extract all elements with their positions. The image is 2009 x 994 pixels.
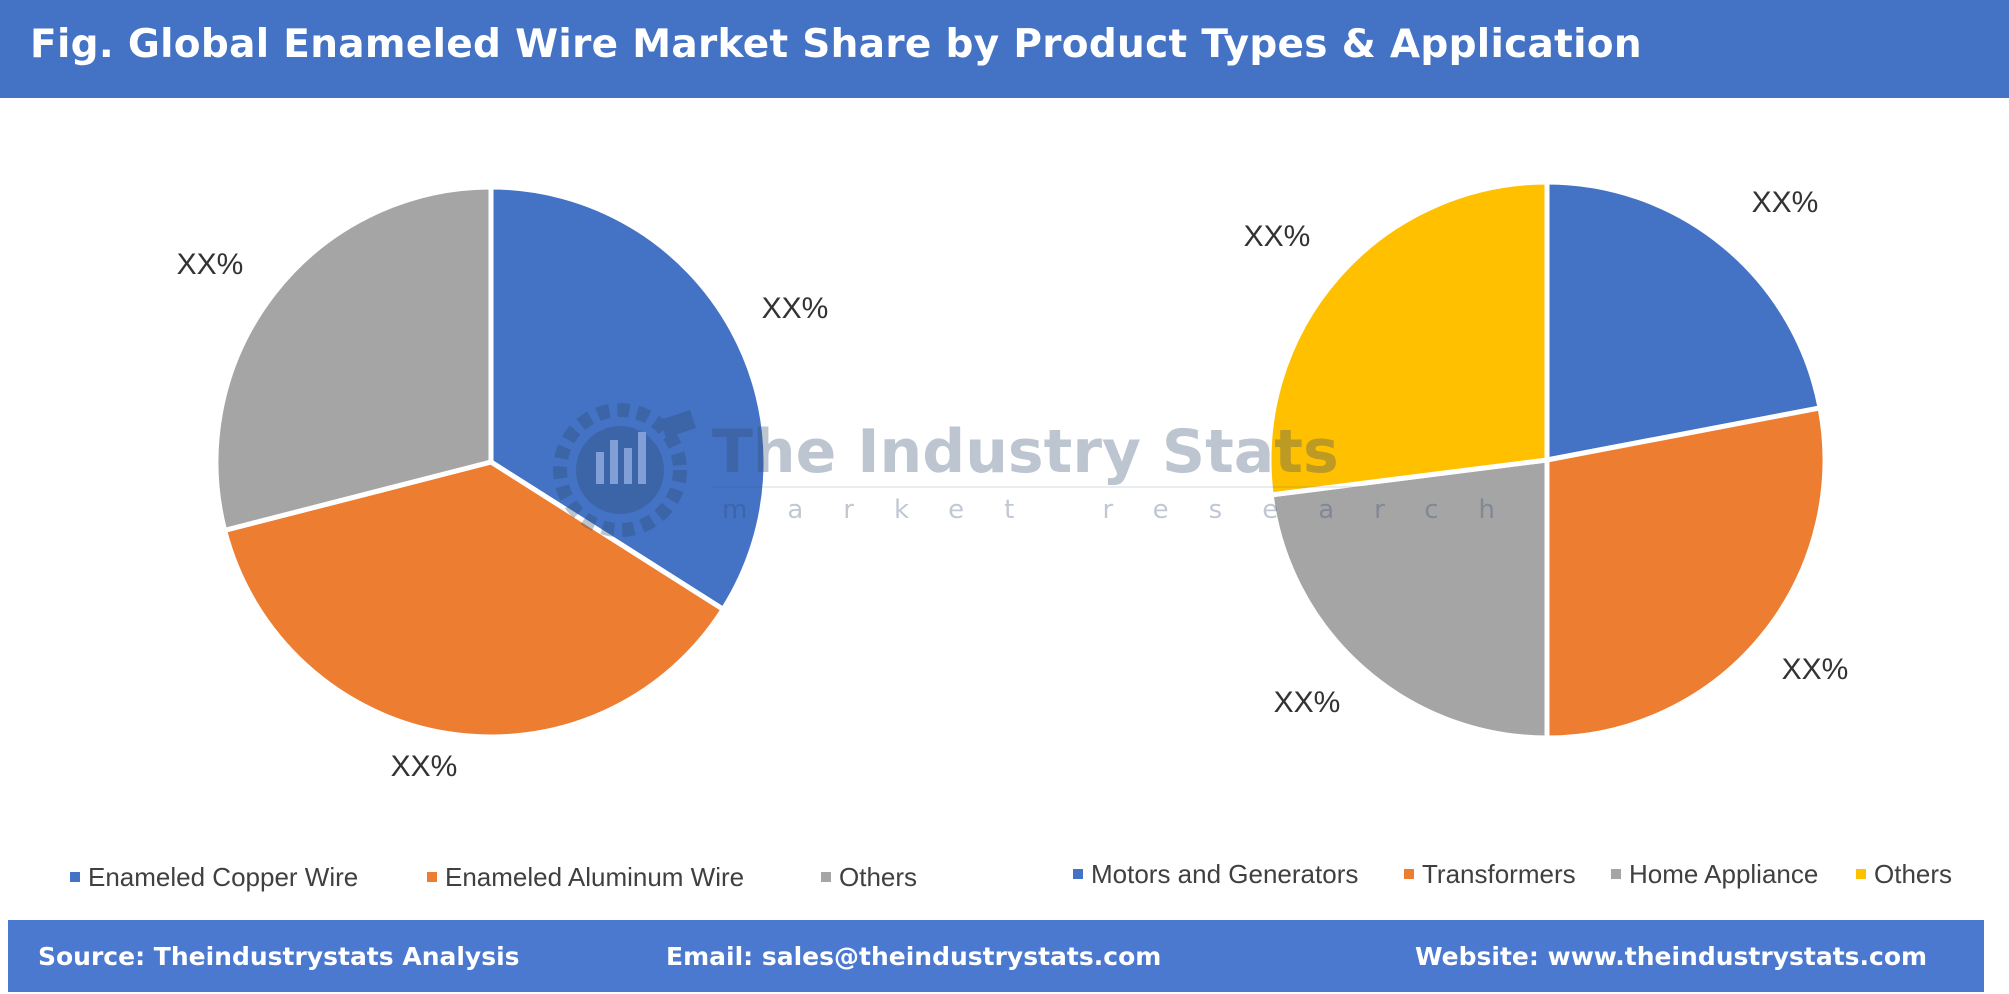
footer-source: Source: Theindustrystats Analysis bbox=[38, 942, 520, 971]
legend-product-types: Enameled Copper Wire Enameled Aluminum Wi… bbox=[70, 862, 970, 898]
data-label: XX% bbox=[1274, 686, 1341, 719]
pie-slice-motors-and-generators bbox=[1544, 179, 1823, 463]
data-label: XX% bbox=[762, 292, 829, 325]
legend-swatch bbox=[1856, 869, 1866, 880]
watermark-title: The Industry Stats bbox=[712, 417, 1339, 487]
legend-item: Others bbox=[821, 862, 917, 893]
legend-label: Others bbox=[1874, 859, 1953, 889]
legend-swatch bbox=[1611, 869, 1621, 880]
legend-swatch bbox=[1073, 869, 1083, 880]
footer-website[interactable]: Website: www.theindustrystats.com bbox=[1415, 942, 1928, 971]
legend-swatch bbox=[1404, 869, 1414, 880]
data-label: XX% bbox=[177, 248, 244, 281]
charts-canvas: XX% XX% XX% XX% XX% XX% XX% The Industry Stat… bbox=[177, 179, 1849, 783]
pie-slice-transformers bbox=[1544, 405, 1828, 741]
watermark: The Industry Stats market research bbox=[553, 403, 1535, 537]
legend-item: Enameled Copper Wire bbox=[70, 862, 358, 893]
watermark-subtitle: market research bbox=[722, 495, 1535, 525]
pie-chart-product-types: XX% XX% XX% bbox=[177, 184, 829, 783]
legend-item: Motors and Generators bbox=[1073, 859, 1358, 890]
footer-bar: Source: Theindustrystats Analysis Email:… bbox=[8, 920, 1984, 992]
gear-chart-icon bbox=[553, 403, 696, 537]
data-label: XX% bbox=[1244, 220, 1311, 253]
legend-item: Others bbox=[1856, 859, 1952, 890]
footer-email[interactable]: Email: sales@theindustrystats.com bbox=[666, 942, 1162, 971]
legend-label: Enameled Copper Wire bbox=[88, 862, 359, 892]
pie-slice-enameled-aluminum-wire bbox=[222, 459, 726, 740]
legend-item: Enameled Aluminum Wire bbox=[427, 862, 744, 893]
legend-swatch bbox=[70, 872, 80, 883]
pie-chart-application: XX% XX% XX% XX% bbox=[1244, 179, 1849, 741]
pie-slice-home-appliance bbox=[1268, 457, 1550, 741]
legend-label: Enameled Aluminum Wire bbox=[445, 862, 745, 892]
legend-item: Transformers bbox=[1404, 859, 1576, 890]
pie-slice-others bbox=[213, 184, 494, 533]
legend-swatch bbox=[821, 872, 831, 883]
legend-label: Transformers bbox=[1422, 859, 1576, 889]
legend-item: Home Appliance bbox=[1611, 859, 1818, 890]
legend-label: Home Appliance bbox=[1629, 859, 1819, 889]
data-label: XX% bbox=[1782, 653, 1849, 686]
header-bar: Fig. Global Enameled Wire Market Share b… bbox=[0, 0, 2009, 98]
legend-application: Motors and Generators Transformers Home Ap… bbox=[1073, 859, 2003, 895]
legend-swatch bbox=[427, 872, 437, 883]
data-label: XX% bbox=[1752, 186, 1819, 219]
data-label: XX% bbox=[391, 750, 458, 783]
legend-label: Others bbox=[839, 862, 918, 892]
legend-label: Motors and Generators bbox=[1091, 859, 1359, 889]
chart-title: Fig. Global Enameled Wire Market Share b… bbox=[30, 22, 1642, 67]
pie-slice-others bbox=[1266, 179, 1550, 498]
